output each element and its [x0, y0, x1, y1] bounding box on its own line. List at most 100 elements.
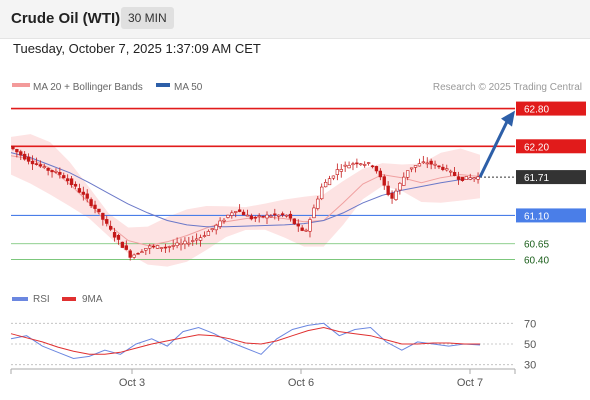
candle-body — [370, 165, 375, 168]
candle-body — [26, 156, 31, 162]
candle-body — [237, 209, 242, 212]
candle-body — [214, 224, 218, 231]
candle-body — [210, 228, 214, 231]
ma50-legend-label: MA 50 — [174, 82, 203, 93]
level-label: 61.10 — [524, 211, 549, 222]
x-axis-ticks: Oct 3 Oct 6 Oct 7 — [10, 369, 516, 389]
candle-body — [97, 208, 101, 213]
rsi-ma-line — [10, 326, 480, 355]
candle-body — [85, 193, 89, 199]
candle-body — [468, 177, 472, 180]
candle-body — [77, 188, 82, 193]
candle-body — [46, 167, 50, 171]
candle-body — [351, 163, 355, 166]
candle-body — [155, 245, 160, 249]
candle-body — [363, 164, 367, 166]
candle-body — [136, 253, 140, 255]
candle-body — [140, 251, 144, 254]
candle-body — [81, 191, 85, 195]
ma50-legend-swatch — [156, 83, 170, 87]
candle-body — [429, 160, 433, 165]
candle-body — [273, 213, 277, 216]
level-label-box — [516, 170, 586, 185]
candle-body — [222, 219, 226, 222]
rsi-legend-label: RSI — [33, 294, 50, 305]
candle-body — [38, 164, 42, 167]
candle-body — [476, 176, 480, 180]
candle-body — [359, 163, 363, 166]
candle-body — [23, 153, 27, 160]
candle-body — [296, 223, 300, 227]
candle-body — [382, 176, 386, 186]
candle-body — [218, 220, 222, 227]
candle-body — [183, 240, 187, 245]
candle-body — [175, 242, 179, 246]
ma20-legend-label: MA 20 + Bollinger Bands — [33, 82, 143, 93]
candle-body — [292, 218, 297, 225]
candle-body — [128, 250, 132, 258]
rsi-tick-label: 30 — [524, 360, 536, 372]
candle-body — [312, 207, 316, 219]
candle-body — [179, 242, 183, 246]
candle-body — [101, 212, 105, 220]
level-labels: 62.80 62.20 61.71 61.10 60.65 60.40 — [516, 101, 586, 266]
candle-body — [148, 245, 152, 249]
rsi-lines — [10, 322, 481, 360]
moving-average-lines — [10, 152, 481, 247]
candle-body — [93, 204, 97, 209]
bollinger-band — [11, 134, 480, 267]
candle-body — [124, 245, 128, 250]
candle-body — [257, 215, 261, 217]
bollinger-band-area — [11, 134, 480, 267]
candle-body — [194, 238, 199, 241]
candle-body — [421, 161, 425, 164]
candle-body — [159, 247, 164, 249]
candle-body — [167, 246, 171, 248]
candle-body — [30, 160, 35, 165]
candle-body — [374, 166, 379, 172]
instrument-title: Crude Oil (WTI) — [11, 10, 121, 27]
candle-body — [253, 216, 257, 219]
candle-body — [198, 237, 203, 241]
forecast-arrow — [478, 110, 515, 178]
candle-body — [304, 229, 308, 232]
rsi-ma-legend-label: 9MA — [82, 294, 103, 305]
candle-body — [11, 146, 15, 150]
candle-body — [245, 214, 250, 217]
candle-body — [433, 163, 437, 166]
candle-body — [261, 215, 265, 218]
candle-body — [66, 178, 70, 182]
candle-body — [58, 171, 62, 175]
candle-body — [308, 219, 312, 232]
candle-body — [191, 240, 195, 242]
candle-body — [144, 248, 148, 251]
candle-body — [300, 227, 304, 231]
candle-body — [230, 212, 234, 216]
candle-body — [50, 170, 54, 173]
level-label: 61.71 — [524, 173, 549, 184]
candle-body — [472, 177, 476, 180]
candle-body — [339, 169, 343, 172]
candle-body — [120, 241, 125, 248]
candle-body — [69, 178, 74, 185]
level-label: 60.65 — [524, 240, 549, 251]
candle-body — [390, 192, 394, 199]
candle-body — [112, 232, 117, 238]
level-lines — [11, 107, 515, 260]
level-label-box — [516, 139, 586, 154]
candle-body — [464, 176, 468, 180]
timeframe-badge[interactable]: 30 MIN — [121, 7, 174, 29]
ma50-line — [10, 152, 481, 228]
candle-body — [331, 175, 336, 179]
candle-body — [19, 151, 23, 156]
candle-body — [280, 213, 285, 216]
candle-body — [425, 162, 429, 165]
rsi-legend-swatch — [12, 297, 28, 301]
candle-body — [452, 172, 457, 176]
candle-body — [34, 163, 39, 165]
rsi-line — [10, 322, 481, 360]
candle-body — [460, 176, 465, 181]
candle-body — [456, 176, 461, 180]
candle-body — [378, 170, 383, 178]
